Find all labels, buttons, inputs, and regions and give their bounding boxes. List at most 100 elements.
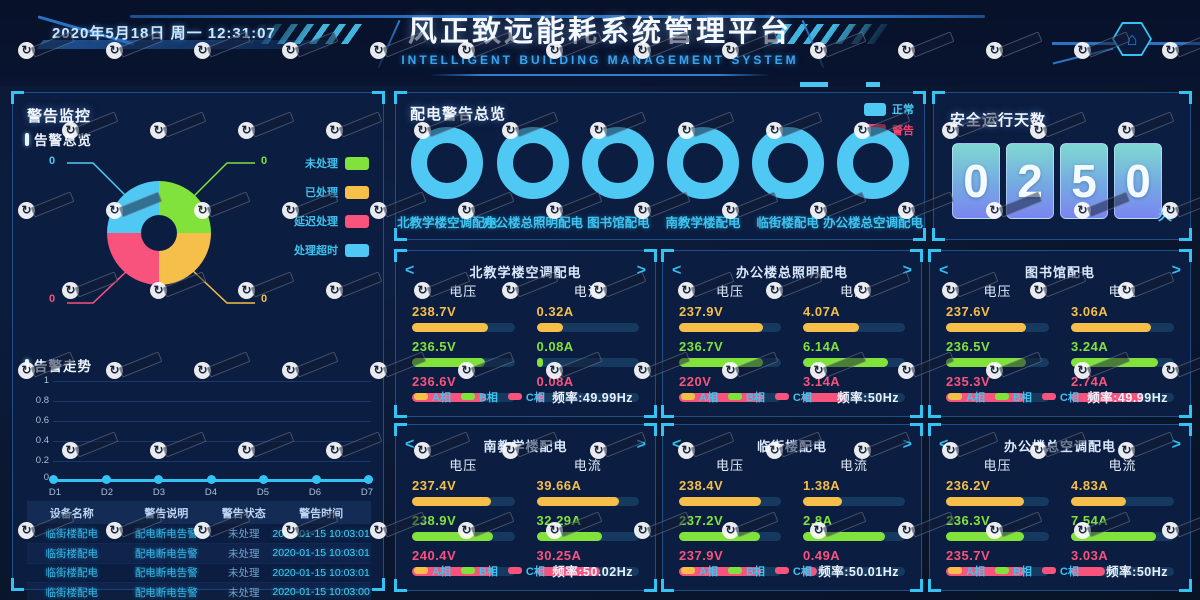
bar-fill xyxy=(679,393,763,402)
dist-status-item: 临街楼配电 xyxy=(745,127,830,231)
header: 2020年5月18日 周一 12:31:07 风正致远能耗系统管理平台 INTE… xyxy=(0,0,1200,87)
current-bar xyxy=(803,323,905,332)
corner-bracket xyxy=(910,405,923,418)
bar-fill xyxy=(946,497,1025,506)
legend-label: A相 xyxy=(432,565,451,578)
safe-days-title: 安全运行天数 xyxy=(950,112,1047,129)
phase-legend: A相 B相 C相 xyxy=(948,389,1079,405)
legend-item: 延迟处理 xyxy=(294,213,369,229)
trend-y-axis: 1 0.8 0.6 0.4 0.2 0 xyxy=(27,375,49,483)
next-arrow[interactable]: > xyxy=(1171,262,1181,279)
voltage-value: 236.5V xyxy=(412,339,457,354)
current-header: 电流 xyxy=(839,458,868,473)
bar-fill xyxy=(946,567,1026,576)
donut-value-handled: 0 xyxy=(260,293,268,305)
current-header: 电流 xyxy=(839,284,868,299)
voltage-bar xyxy=(679,358,781,367)
y-tick: 0 xyxy=(43,472,49,483)
current-bar xyxy=(1071,323,1174,332)
y-tick: 0.8 xyxy=(35,395,49,406)
next-arrow[interactable]: > xyxy=(902,262,912,279)
legend-swatch xyxy=(345,156,369,170)
voltage-row-b: 236.7V xyxy=(679,339,781,367)
corner-bracket xyxy=(644,249,657,262)
corner-bracket xyxy=(394,249,407,262)
phase-legend: A相 B相 C相 xyxy=(681,563,812,579)
x-tick: D3 xyxy=(152,487,166,498)
voltage-bar xyxy=(946,497,1049,506)
current-bar xyxy=(803,393,905,402)
frequency-display: 频率:49.99Hz xyxy=(1087,391,1168,405)
voltage-value: 236.5V xyxy=(946,339,991,354)
legend-swatch xyxy=(948,393,962,400)
voltage-value: 220V xyxy=(679,374,712,389)
voltage-value: 238.4V xyxy=(679,478,724,493)
current-bar xyxy=(803,358,905,367)
home-button[interactable]: ⌂ xyxy=(1112,22,1152,56)
y-tick: 0.4 xyxy=(35,435,49,446)
alarm-overview-title: 告警总览 xyxy=(34,133,92,148)
prev-arrow[interactable]: < xyxy=(939,436,949,453)
table-cell: 2020-01-15 10:03:01 xyxy=(271,543,371,564)
table-row: 临街楼配电 配电断电告警 未处理 2020-01-15 10:03:00 xyxy=(27,582,371,600)
voltage-row-a: 237.9V xyxy=(679,304,781,332)
bar-fill xyxy=(412,393,486,402)
current-row-a: 39.66A xyxy=(536,478,639,506)
current-row-c: 3.03A xyxy=(1071,548,1174,576)
voltage-row-a: 238.7V xyxy=(412,304,515,332)
alarm-overview-heading: 告警总览 xyxy=(25,129,92,149)
prev-arrow[interactable]: < xyxy=(939,262,949,279)
bar-fill xyxy=(803,358,888,367)
bar-fill xyxy=(803,497,842,506)
prev-arrow[interactable]: < xyxy=(405,436,415,453)
corner-bracket xyxy=(11,578,24,591)
datetime-display: 2020年5月18日 周一 12:31:07 xyxy=(52,25,276,42)
voltage-row-b: 238.9V xyxy=(412,513,515,541)
legend-label: B相 xyxy=(478,565,498,578)
legend-label: B相 xyxy=(745,565,765,578)
digit: 2 xyxy=(1017,155,1043,207)
corner-bracket xyxy=(1179,423,1192,436)
bar-fill xyxy=(803,393,846,402)
prev-arrow[interactable]: < xyxy=(672,262,682,279)
next-arrow[interactable]: > xyxy=(636,436,646,453)
table-header: 设备名称 警告说明 警告状态 警告时间 xyxy=(27,501,371,524)
corner-bracket xyxy=(910,249,923,262)
current-bar xyxy=(1071,393,1174,402)
heading-bar-icon xyxy=(25,132,29,146)
corner-bracket xyxy=(644,405,657,418)
bar-fill xyxy=(803,567,818,576)
current-value: 3.24A xyxy=(1071,339,1109,354)
next-arrow[interactable]: > xyxy=(636,262,646,279)
legend-label: C相 xyxy=(1059,565,1079,578)
voltage-value: 237.2V xyxy=(679,513,724,528)
x-tick: D2 xyxy=(100,487,114,498)
current-row-a: 0.32A xyxy=(536,304,639,332)
gridline xyxy=(53,401,371,402)
frequency-display: 频率:50.02Hz xyxy=(552,565,633,579)
corner-bracket xyxy=(932,91,945,104)
prev-arrow[interactable]: < xyxy=(672,436,682,453)
legend-swatch xyxy=(681,393,695,400)
prev-arrow[interactable]: < xyxy=(405,262,415,279)
current-value: 32.29A xyxy=(536,513,582,528)
legend-item: B相 xyxy=(727,563,765,579)
phase-legend: A相 B相 C相 xyxy=(681,389,812,405)
donut-value-unhandled: 0 xyxy=(260,155,268,167)
donut-legend: 未处理 已处理 延迟处理 处理超时 xyxy=(294,155,369,271)
legend-swatch xyxy=(414,393,428,400)
legend-label: 已处理 xyxy=(305,187,338,199)
next-arrow[interactable]: > xyxy=(1171,436,1181,453)
legend-swatch xyxy=(727,393,742,400)
data-point xyxy=(206,475,216,484)
next-arrow[interactable]: > xyxy=(902,436,912,453)
bar-fill xyxy=(679,567,761,576)
status-ring xyxy=(667,127,739,199)
corner-bracket xyxy=(372,91,385,104)
stripe-decoration-left xyxy=(244,24,372,44)
corner-bracket xyxy=(910,423,923,436)
page-subtitle: INTELLIGENT BUILDING MANAGEMENT SYSTEM xyxy=(401,53,799,67)
column-header: 警告时间 xyxy=(271,501,371,524)
legend-swatch xyxy=(414,567,428,574)
current-row-b: 7.54A xyxy=(1071,513,1174,541)
